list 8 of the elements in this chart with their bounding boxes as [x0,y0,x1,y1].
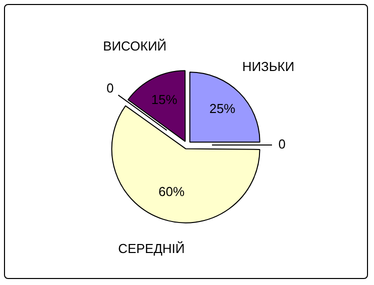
slice-label: НИЗЬКИ [242,58,294,74]
slice-label: СЕРЕДНІЙ [118,241,185,256]
text: 0 [106,80,114,96]
data-label: 60% [158,184,185,200]
data-label: 15% [151,92,178,108]
slice-label: ВИСОКИЙ [103,38,167,54]
data-label: 25% [209,101,236,116]
text: 0 [278,136,286,152]
